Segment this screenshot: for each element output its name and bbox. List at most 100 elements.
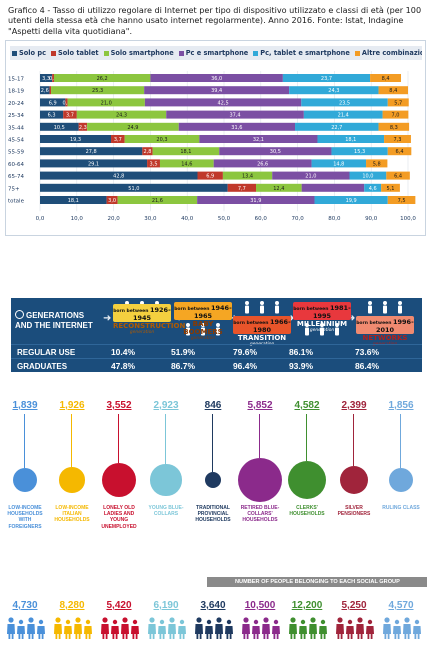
legend-swatch <box>51 50 56 56</box>
data-label: 19,9 <box>346 198 357 204</box>
generation-box: born between 1926-1945 RECONSTRUCTION gene… <box>113 304 185 335</box>
generation-column: born between 1926-1945 RECONSTRUCTION gene… <box>113 301 185 340</box>
data-label: 37,4 <box>229 113 240 119</box>
household-bubble <box>339 465 369 495</box>
people-count: 12,200 <box>291 600 323 611</box>
bar-segment <box>282 74 371 82</box>
bar-segment <box>78 122 88 131</box>
bar-segment <box>219 147 332 156</box>
bar-segment <box>384 135 411 143</box>
group-name: TRADITIONAL PROVINCIAL HOUSEHOLDS <box>195 505 231 524</box>
household-count: 846 <box>204 400 222 411</box>
bar-segment <box>381 183 400 192</box>
born-label: born between <box>293 307 329 312</box>
social-group: 846 TRADITIONAL PROVINCIAL HOUSEHOLDS 3,64… <box>191 400 235 650</box>
bar-segment <box>197 196 315 204</box>
bar-segment <box>289 86 379 95</box>
group-name: LOW-INCOME HOUSEHOLDS WITH FOREIGNERS <box>7 505 43 530</box>
data-label: 15,3 <box>354 149 365 155</box>
legend-swatch <box>253 50 259 56</box>
generation-born: born between 1966-1980 <box>233 316 291 334</box>
legend-swatch <box>12 50 17 56</box>
generation-name: TRANSITION <box>237 334 287 342</box>
household-count: 1,926 <box>59 400 85 411</box>
generation-label: generation <box>309 328 335 333</box>
generation-column: born between 1981-1995 MILLENNIUM generati… <box>293 302 351 340</box>
household-count: 4,582 <box>294 400 320 411</box>
chart-frame: Solo pc Solo tablet Solo smartphone Pc e sm… <box>5 40 426 236</box>
people-count: 5,420 <box>106 600 132 611</box>
bar-segment <box>295 122 379 131</box>
legend-item: Solo pc <box>12 49 46 57</box>
born-label: born between <box>174 307 210 312</box>
bar-segment <box>303 110 383 119</box>
data-label: 23,7 <box>321 76 332 82</box>
row-value: 93.9% <box>288 361 314 371</box>
category-label: 20-24 <box>8 101 24 107</box>
row-value: 86.4% <box>354 361 380 371</box>
stacked-bar-plot: 0,0 10,0 20,0 30,0 40,0 50,0 60,0 70,0 80,0 90,0 1… <box>8 71 416 222</box>
household-count: 2,399 <box>341 400 367 411</box>
row-value: 47.8% <box>110 361 136 371</box>
generation-column: born between 1946-1965 BABY BOOMERS genera… <box>174 302 232 341</box>
bar-segment <box>52 74 54 82</box>
data-label: 24,3 <box>328 88 339 94</box>
bubble-stem <box>212 414 213 472</box>
x-tick-label: 50,0 <box>218 216 231 222</box>
bar-segment <box>106 196 118 204</box>
bar-segment <box>213 159 312 168</box>
legend-label: Pc e smartphone <box>185 49 249 57</box>
bubble-stem <box>118 414 119 463</box>
household-bubble <box>150 464 182 496</box>
bar-segment <box>166 110 304 119</box>
generation-name: RECONSTRUCTION <box>113 322 186 330</box>
x-tick-label: 20,0 <box>107 216 120 222</box>
bar-segment <box>76 110 167 119</box>
data-label: 39,4 <box>211 88 222 94</box>
bar-segment <box>366 159 388 168</box>
people-count: 10,500 <box>244 600 276 611</box>
x-tick-label: 60,0 <box>255 216 268 222</box>
bar-segment <box>67 98 145 107</box>
data-label: 20,3 <box>156 137 167 143</box>
data-label: 5,8 <box>373 161 381 167</box>
x-tick-label: 40,0 <box>181 216 194 222</box>
data-label: 21,4 <box>338 113 349 119</box>
bar-segment <box>370 74 402 82</box>
bar-segment <box>331 147 388 156</box>
bar-segment <box>256 183 302 192</box>
category-label: 60-64 <box>8 162 24 168</box>
household-count: 3,552 <box>106 400 132 411</box>
bar-segment <box>144 86 290 95</box>
household-count: 5,852 <box>247 400 273 411</box>
category-label: 35-44 <box>8 125 24 131</box>
data-label: 24,9 <box>127 125 138 131</box>
bar-segment <box>227 183 257 192</box>
people-illustration <box>356 300 414 318</box>
generations-title-text: GENERATIONS AND THE INTERNET <box>15 311 93 330</box>
bar-segment <box>40 147 143 156</box>
social-group: 1,856 RULING CLASS 4,570 <box>379 400 423 650</box>
bar-segment <box>40 183 228 192</box>
bar-segment <box>272 171 350 180</box>
bar-segment <box>387 147 412 156</box>
x-tick-label: 100,0 <box>400 216 416 222</box>
bubble-stem <box>353 414 354 466</box>
bar-segment <box>152 147 220 156</box>
data-label: 24,3 <box>116 113 127 119</box>
x-tick-label: 90,0 <box>365 216 378 222</box>
generation-years: 1966-1980 <box>252 318 291 334</box>
social-group: 3,552 LONELY OLD LADIES AND YOUNG UNEMPLO… <box>97 400 141 650</box>
bar-segment <box>117 196 198 204</box>
bar-segment <box>147 159 160 168</box>
generation-born: born between 1996-2010 <box>356 316 414 334</box>
globe-icon <box>15 310 24 319</box>
data-label: 18,1 <box>345 137 356 143</box>
legend-label: Solo tablet <box>58 49 99 57</box>
bar-segment <box>40 122 79 131</box>
generation-column: born between 1996-2010 NETWORKS generation <box>356 300 414 347</box>
data-label: 3,5 <box>150 161 158 167</box>
data-label: 7,5 <box>398 198 406 204</box>
bar-segment <box>144 98 302 107</box>
row-label: REGULAR USE <box>17 348 76 357</box>
